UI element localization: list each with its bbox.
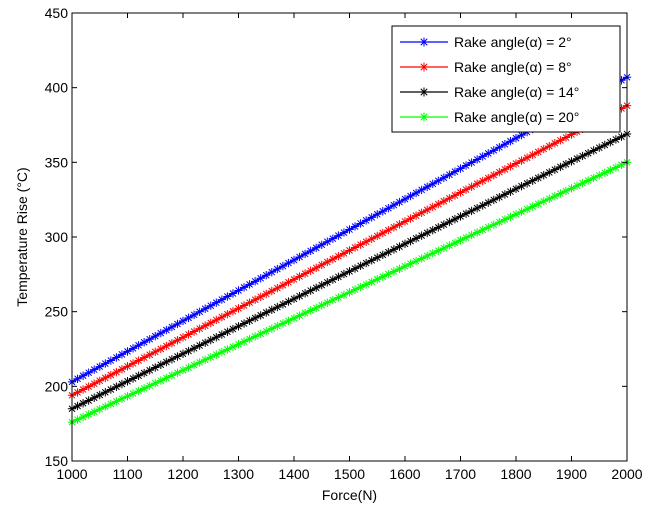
legend-marker [419,37,429,47]
legend-item: Rake angle(α) = 20° [400,109,579,125]
legend-item: Rake angle(α) = 8° [400,59,572,75]
legend-label: Rake angle(α) = 2° [454,34,572,50]
y-tick-label: 400 [45,80,69,96]
x-tick-label: 1700 [445,466,476,482]
y-tick-label: 450 [45,5,69,21]
x-tick-label: 1500 [334,466,365,482]
legend-marker [419,62,429,72]
legend-label: Rake angle(α) = 14° [454,84,579,100]
legend-marker [419,112,429,122]
y-axis-label: Temperature Rise (°C) [14,167,30,306]
axis-layer: 1000 1100 1200 1300 1400 1500 1600 1700 1800 1900… [45,5,643,482]
y-tick-label: 200 [45,378,69,394]
series-layer [67,73,632,427]
y-tick-label: 300 [45,229,69,245]
y-tick-label: 250 [45,304,69,320]
x-tick-label: 2000 [611,466,642,482]
series-3 [67,129,632,413]
x-tick-label: 1300 [223,466,254,482]
legend-item: Rake angle(α) = 14° [400,84,579,100]
y-tick-label: 350 [45,154,69,170]
x-tick-label: 1800 [500,466,531,482]
series-2 [67,101,632,400]
x-axis-label: Force(N) [322,487,377,503]
legend-marker [419,87,429,97]
plot-area-frame [71,12,628,462]
legend-item: Rake angle(α) = 2° [400,34,572,50]
x-tick-label: 1200 [167,466,198,482]
y-tick-label: 150 [45,453,69,469]
legend-label: Rake angle(α) = 20° [454,109,579,125]
x-tick-label: 1400 [278,466,309,482]
legend-box [391,25,621,133]
x-tick-label: 1000 [56,466,87,482]
legend-label: Rake angle(α) = 8° [454,59,572,75]
legend: Rake angle(α) = 2° Rake angle(α) = 8° Rake… [391,25,621,133]
x-tick-label: 1900 [556,466,587,482]
x-tick-label: 1100 [112,466,142,482]
x-tick-label: 1600 [389,466,420,482]
